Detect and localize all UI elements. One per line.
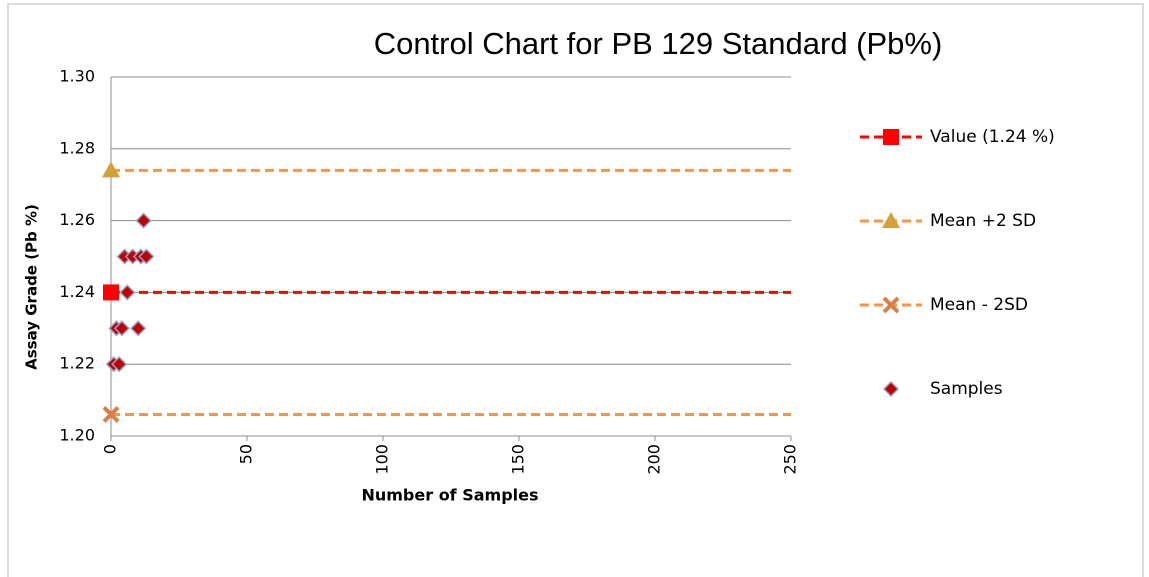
- sample-point: [138, 248, 155, 265]
- legend-marker: [883, 129, 899, 145]
- x-tick-label: 100: [373, 444, 392, 475]
- y-tick-label: 1.26: [59, 210, 95, 229]
- line-marker: [103, 284, 119, 301]
- x-tick-label: 50: [237, 444, 256, 464]
- y-tick-label: 1.28: [59, 138, 95, 157]
- legend-marker: [882, 212, 900, 228]
- x-tick-label: 200: [645, 444, 664, 475]
- x-tick-label: 250: [781, 444, 800, 475]
- y-tick-label: 1.24: [59, 282, 95, 301]
- legend-label: Mean +2 SD: [930, 211, 1036, 231]
- sample-point: [113, 320, 130, 337]
- line-marker: [102, 406, 120, 423]
- legend-marker: [882, 296, 900, 314]
- x-tick-label: 150: [509, 444, 528, 475]
- sample-point: [111, 356, 128, 373]
- legend-label: Mean - 2SD: [930, 295, 1028, 315]
- sample-point: [135, 212, 152, 229]
- y-tick-label: 1.20: [59, 426, 95, 445]
- legend-marker: [882, 380, 900, 398]
- sample-point: [130, 320, 147, 337]
- chart-title: Control Chart for PB 129 Standard (Pb%): [374, 26, 943, 61]
- y-tick-label: 1.30: [59, 67, 95, 86]
- legend-label: Value (1.24 %): [930, 127, 1055, 147]
- legend-label: Samples: [930, 379, 1003, 399]
- y-axis-label: Assay Grade (Pb %): [23, 204, 41, 370]
- x-axis-label: Number of Samples: [361, 486, 538, 505]
- line-marker: [102, 161, 120, 178]
- chart-border: [7, 3, 1144, 577]
- sample-point: [119, 284, 136, 301]
- x-tick-label: 0: [101, 444, 120, 454]
- y-tick-label: 1.22: [59, 354, 95, 373]
